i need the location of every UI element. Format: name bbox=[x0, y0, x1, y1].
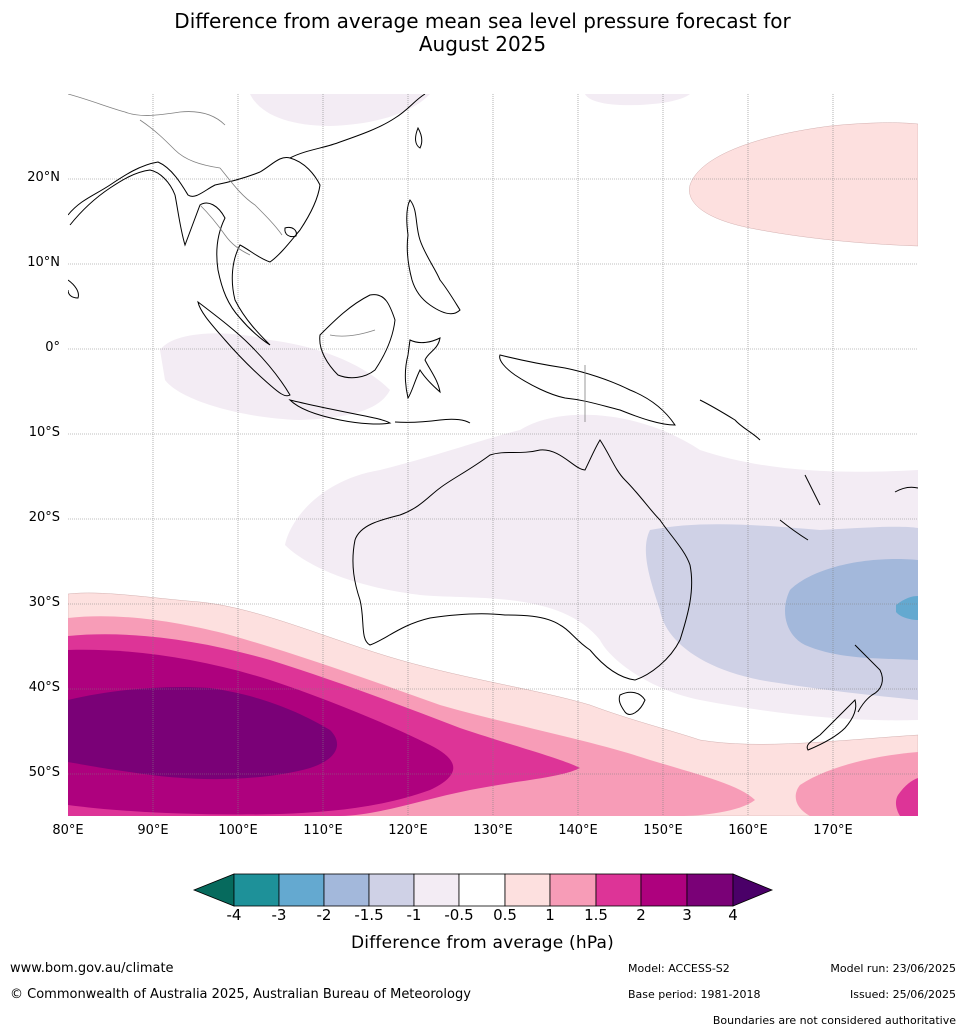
cb-tick-pos05: 0.5 bbox=[493, 906, 517, 924]
taiwan-coastline bbox=[415, 126, 423, 149]
tasmania-coastline bbox=[618, 691, 646, 715]
footer-website[interactable]: www.bom.gov.au/climate bbox=[10, 961, 174, 976]
coastlines bbox=[68, 94, 918, 751]
footer-model-run: Model run: 23/06/2025 bbox=[830, 962, 956, 975]
lat-label-0: 0° bbox=[45, 340, 60, 355]
sulawesi-coastline bbox=[404, 337, 441, 400]
lat-label-30s: 30°S bbox=[28, 595, 60, 610]
anomaly-region-neg-15 bbox=[785, 559, 918, 660]
chart-title: Difference from average mean sea level p… bbox=[0, 10, 965, 56]
sumatra-coastline bbox=[197, 300, 291, 397]
cb-tick-pos15: 1.5 bbox=[584, 906, 608, 924]
colorbar-segment-10 bbox=[686, 873, 734, 907]
lat-label-10s: 10°S bbox=[28, 425, 60, 440]
cb-tick-pos3: 3 bbox=[682, 906, 692, 924]
lat-label-20n: 20°N bbox=[27, 170, 60, 185]
lat-label-20s: 20°S bbox=[28, 510, 60, 525]
footer-copyright: © Commonwealth of Australia 2025, Austra… bbox=[10, 987, 471, 1002]
lon-label-170e: 170°E bbox=[813, 823, 853, 838]
footer-base-period: Base period: 1981-2018 bbox=[628, 988, 761, 1001]
solomon-islands-coastline bbox=[699, 399, 761, 441]
china-coastline bbox=[289, 94, 426, 159]
philippines-coastline bbox=[406, 199, 461, 315]
cb-tick-neg05: -0.5 bbox=[444, 906, 474, 924]
lon-label-150e: 150°E bbox=[643, 823, 683, 838]
lon-label-120e: 120°E bbox=[388, 823, 428, 838]
cb-tick-pos4: 4 bbox=[728, 906, 738, 924]
colorbar-extension-high bbox=[732, 873, 774, 907]
colorbar-segment-7 bbox=[549, 873, 597, 907]
new-caledonia-coastline bbox=[779, 519, 809, 541]
colorbar-extension-low bbox=[192, 873, 235, 907]
lat-label-50s: 50°S bbox=[28, 765, 60, 780]
new-guinea-coastline bbox=[499, 354, 676, 426]
new-zealand-coastline bbox=[854, 644, 883, 713]
cb-tick-neg15: -1.5 bbox=[354, 906, 384, 924]
anomaly-region-pos-3 bbox=[68, 687, 338, 780]
lat-label-40s: 40°S bbox=[28, 680, 60, 695]
india-tip-coastline bbox=[68, 279, 79, 299]
lon-label-80e: 80°E bbox=[52, 823, 84, 838]
colorbar-segment-1 bbox=[278, 873, 325, 907]
country-borders bbox=[68, 94, 586, 422]
title-line-2: August 2025 bbox=[418, 32, 547, 56]
java-coastline bbox=[288, 399, 392, 425]
anomaly-region-neg-2 bbox=[896, 596, 918, 620]
hainan-coastline bbox=[284, 227, 297, 238]
borneo-coastline bbox=[319, 294, 396, 379]
colorbar-segment-8 bbox=[595, 873, 642, 907]
anomaly-region-neg-05-north bbox=[250, 94, 430, 126]
cb-tick-neg3: -3 bbox=[271, 906, 287, 924]
lon-label-100e: 100°E bbox=[218, 823, 258, 838]
vanuatu-coastline bbox=[804, 474, 821, 506]
fiji-coastline bbox=[894, 486, 918, 493]
lat-label-10n: 10°N bbox=[27, 255, 60, 270]
lon-label-110e: 110°E bbox=[303, 823, 343, 838]
lon-label-140e: 140°E bbox=[558, 823, 598, 838]
colorbar-segment-2 bbox=[323, 873, 370, 907]
colorbar-segment-6 bbox=[504, 873, 551, 907]
cb-tick-pos1: 1 bbox=[545, 906, 555, 924]
colorbar-segment-5 bbox=[458, 873, 506, 907]
pressure-anomaly-map bbox=[68, 94, 918, 816]
cb-tick-neg2: -2 bbox=[316, 906, 332, 924]
colorbar-segment-3 bbox=[368, 873, 415, 907]
lon-label-90e: 90°E bbox=[137, 823, 169, 838]
australia-coastline bbox=[352, 439, 693, 681]
cb-tick-neg1: -1 bbox=[406, 906, 422, 924]
footer-model: Model: ACCESS-S2 bbox=[628, 962, 730, 975]
title-line-1: Difference from average mean sea level p… bbox=[174, 9, 791, 33]
anomaly-region-pos-05-north bbox=[689, 122, 918, 247]
colorbar-segment-0 bbox=[233, 873, 280, 907]
footer-disclaimer: Boundaries are not considered authoritat… bbox=[712, 1014, 956, 1027]
footer-issued: Issued: 25/06/2025 bbox=[849, 988, 956, 1001]
cb-tick-pos2: 2 bbox=[636, 906, 646, 924]
lesser-sunda-coastline bbox=[394, 418, 471, 424]
colorbar-segments bbox=[192, 873, 774, 907]
anomaly-region-neg-05-north2 bbox=[585, 94, 690, 106]
lon-label-160e: 160°E bbox=[728, 823, 768, 838]
colorbar-segment-9 bbox=[640, 873, 688, 907]
new-zealand-south-coastline bbox=[806, 699, 857, 751]
anomaly-region-pos-15-east bbox=[895, 778, 918, 816]
lon-label-130e: 130°E bbox=[473, 823, 513, 838]
graticule bbox=[68, 94, 918, 816]
cb-tick-neg4: -4 bbox=[226, 906, 242, 924]
colorbar-segment-4 bbox=[413, 873, 460, 907]
anomaly-region-pos-1-east bbox=[795, 752, 918, 816]
asia-mainland-coastline bbox=[68, 156, 321, 346]
anomaly-region-neg-05-equator bbox=[160, 333, 390, 420]
colorbar-title: Difference from average (hPa) bbox=[350, 933, 614, 953]
